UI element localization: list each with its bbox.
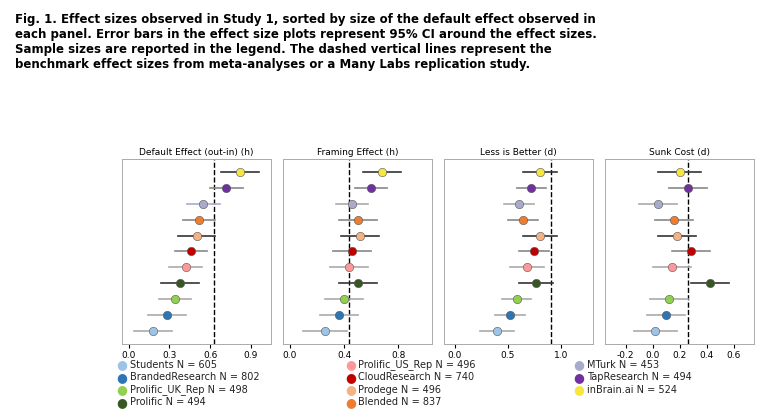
Text: inBrain.ai N = 524: inBrain.ai N = 524 (587, 385, 677, 395)
Text: ●: ● (574, 370, 584, 384)
Text: Students N = 605: Students N = 605 (130, 360, 216, 370)
Title: Default Effect (out-in) (h): Default Effect (out-in) (h) (139, 148, 254, 157)
Text: ●: ● (117, 358, 127, 371)
Text: BrandedResearch N = 802: BrandedResearch N = 802 (130, 372, 259, 382)
Text: ●: ● (345, 370, 356, 384)
Text: ●: ● (574, 358, 584, 371)
Text: ●: ● (574, 383, 584, 396)
Text: Fig. 1. Effect sizes observed in Study 1, sorted by size of the default effect o: Fig. 1. Effect sizes observed in Study 1… (15, 13, 597, 70)
Text: TapResearch N = 494: TapResearch N = 494 (587, 372, 691, 382)
Text: ●: ● (117, 396, 127, 409)
Text: MTurk N = 453: MTurk N = 453 (587, 360, 659, 370)
Text: ●: ● (117, 370, 127, 384)
Title: Sunk Cost (d): Sunk Cost (d) (649, 148, 710, 157)
Text: ●: ● (345, 383, 356, 396)
Text: Blended N = 837: Blended N = 837 (358, 397, 441, 407)
Text: Prolific N = 494: Prolific N = 494 (130, 397, 205, 407)
Title: Less is Better (d): Less is Better (d) (480, 148, 557, 157)
Text: ●: ● (345, 396, 356, 409)
Text: CloudResearch N = 740: CloudResearch N = 740 (358, 372, 474, 382)
Title: Framing Effect (h): Framing Effect (h) (317, 148, 399, 157)
Text: ●: ● (345, 358, 356, 371)
Text: ●: ● (117, 383, 127, 396)
Text: Prodege N = 496: Prodege N = 496 (358, 385, 441, 395)
Text: Prolific_US_Rep N = 496: Prolific_US_Rep N = 496 (358, 359, 475, 370)
Text: Prolific_UK_Rep N = 498: Prolific_UK_Rep N = 498 (130, 384, 248, 395)
